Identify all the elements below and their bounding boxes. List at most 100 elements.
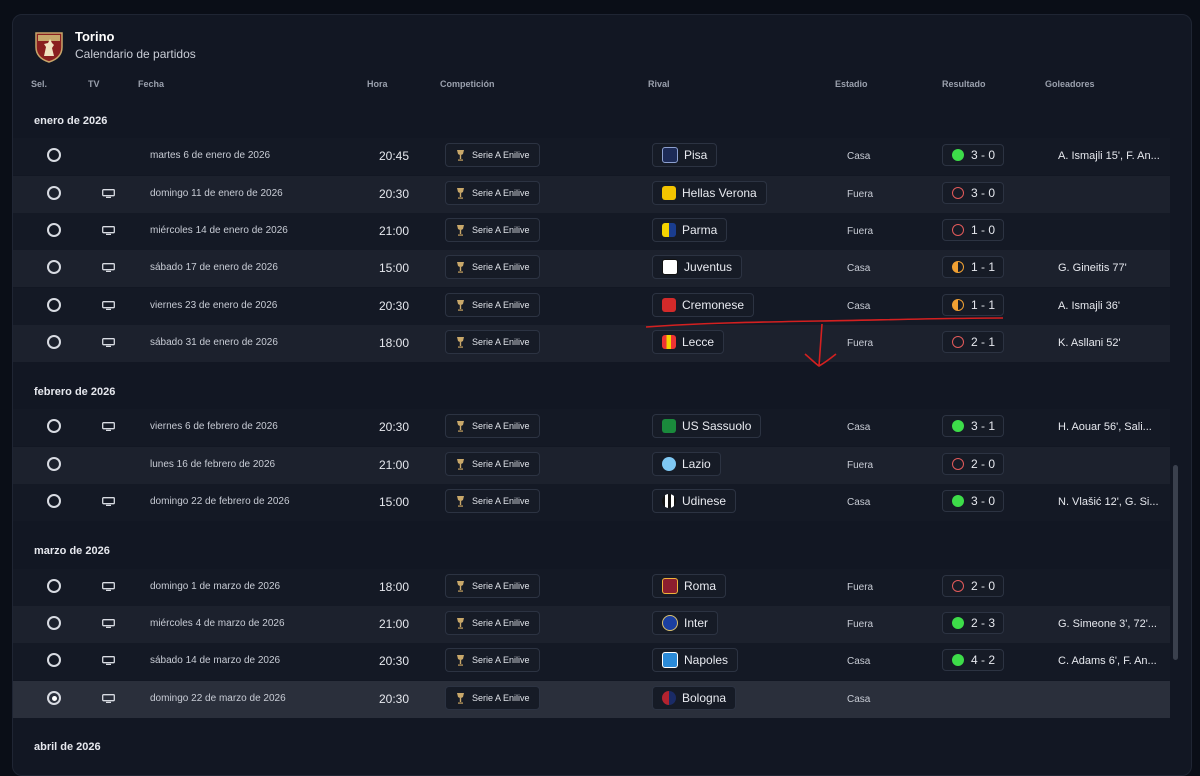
scrollbar[interactable]: [1173, 465, 1178, 660]
result-score: 3 - 1: [971, 419, 996, 433]
competition-chip[interactable]: Serie A Enilive: [445, 648, 540, 672]
match-date: domingo 1 de marzo de 2026: [150, 581, 281, 592]
result-badge[interactable]: 3 - 1: [942, 415, 1004, 437]
select-radio[interactable]: [47, 457, 61, 471]
match-row[interactable]: viernes 6 de febrero de 2026 20:30 Serie A…: [13, 409, 1170, 446]
result-badge[interactable]: 3 - 0: [942, 144, 1004, 166]
competition-chip[interactable]: Serie A Enilive: [445, 218, 540, 242]
select-radio[interactable]: [47, 148, 61, 162]
select-radio[interactable]: [47, 494, 61, 508]
rival-name: Bologna: [682, 691, 727, 705]
match-row[interactable]: lunes 16 de febrero de 2026 21:00 Serie A …: [13, 447, 1170, 484]
select-radio[interactable]: [47, 260, 61, 274]
select-radio[interactable]: [47, 223, 61, 237]
competition-chip[interactable]: Serie A Enilive: [445, 611, 540, 635]
select-radio[interactable]: [47, 616, 61, 630]
result-draw-icon: [952, 261, 964, 273]
match-row[interactable]: domingo 22 de marzo de 2026 20:30 Serie A …: [13, 681, 1170, 718]
result-draw-icon: [952, 299, 964, 311]
competition-chip[interactable]: Serie A Enilive: [445, 255, 540, 279]
select-radio[interactable]: [47, 419, 61, 433]
match-date: viernes 23 de enero de 2026: [150, 300, 278, 311]
col-competition[interactable]: Competición: [440, 79, 495, 89]
col-sel[interactable]: Sel.: [31, 79, 48, 89]
select-radio[interactable]: [47, 579, 61, 593]
col-tv[interactable]: TV: [88, 79, 100, 89]
match-date: domingo 11 de enero de 2026: [150, 188, 283, 199]
result-loss-icon: [952, 224, 964, 236]
col-venue[interactable]: Estadio: [835, 79, 868, 89]
competition-chip[interactable]: Serie A Enilive: [445, 574, 540, 598]
rival-chip[interactable]: Napoles: [652, 648, 739, 672]
competition-name: Serie A Enilive: [472, 300, 530, 310]
match-date: martes 6 de enero de 2026: [150, 150, 271, 161]
trophy-icon: [457, 149, 464, 161]
trophy-icon: [457, 187, 464, 199]
competition-chip[interactable]: Serie A Enilive: [445, 330, 540, 354]
result-badge[interactable]: 1 - 0: [942, 219, 1004, 241]
competition-name: Serie A Enilive: [472, 188, 530, 198]
match-row[interactable]: sábado 31 de enero de 2026 18:00 Serie A E…: [13, 325, 1170, 362]
competition-chip[interactable]: Serie A Enilive: [445, 489, 540, 513]
result-badge[interactable]: 2 - 0: [942, 453, 1004, 475]
select-radio[interactable]: [47, 186, 61, 200]
match-row[interactable]: viernes 23 de enero de 2026 20:30 Serie A …: [13, 288, 1170, 325]
result-badge[interactable]: 1 - 1: [942, 294, 1004, 316]
col-date[interactable]: Fecha: [138, 79, 165, 89]
result-score: 1 - 1: [971, 260, 996, 274]
result-badge[interactable]: 1 - 1: [942, 256, 1004, 278]
competition-chip[interactable]: Serie A Enilive: [445, 686, 540, 710]
bologna-crest-icon: [662, 691, 676, 705]
match-row[interactable]: miércoles 14 de enero de 2026 21:00 Serie …: [13, 213, 1170, 250]
rival-chip[interactable]: Lecce: [652, 330, 725, 354]
match-time: 21:00: [379, 224, 410, 238]
rival-name: Roma: [684, 579, 717, 593]
col-result[interactable]: Resultado: [942, 79, 986, 89]
result-badge[interactable]: 2 - 3: [942, 612, 1004, 634]
select-radio[interactable]: [47, 653, 61, 667]
rival-chip[interactable]: Parma: [652, 218, 728, 242]
trophy-icon: [457, 420, 464, 432]
result-badge[interactable]: 4 - 2: [942, 649, 1004, 671]
tv-icon: [102, 422, 115, 431]
result-badge[interactable]: 2 - 0: [942, 575, 1004, 597]
rival-chip[interactable]: US Sassuolo: [652, 414, 762, 438]
match-time: 20:30: [379, 299, 410, 313]
col-time[interactable]: Hora: [367, 79, 388, 89]
rival-chip[interactable]: Inter: [652, 611, 719, 635]
match-venue: Fuera: [847, 338, 874, 349]
competition-chip[interactable]: Serie A Enilive: [445, 293, 540, 317]
rival-chip[interactable]: Cremonese: [652, 293, 755, 317]
select-radio[interactable]: [47, 335, 61, 349]
month-section-header: febrero de 2026: [13, 376, 1178, 412]
competition-chip[interactable]: Serie A Enilive: [445, 143, 540, 167]
rival-chip[interactable]: Roma: [652, 574, 727, 598]
result-badge[interactable]: 2 - 1: [942, 331, 1004, 353]
col-rival[interactable]: Rival: [648, 79, 670, 89]
match-row[interactable]: sábado 14 de marzo de 2026 20:30 Serie A E…: [13, 643, 1170, 680]
rival-chip[interactable]: Hellas Verona: [652, 181, 767, 205]
verona-crest-icon: [662, 186, 676, 200]
match-date: sábado 31 de enero de 2026: [150, 337, 278, 348]
match-row[interactable]: miércoles 4 de marzo de 2026 21:00 Serie A…: [13, 606, 1170, 643]
match-row[interactable]: domingo 22 de febrero de 2026 15:00 Serie …: [13, 484, 1170, 521]
competition-chip[interactable]: Serie A Enilive: [445, 414, 540, 438]
col-scorers[interactable]: Goleadores: [1045, 79, 1095, 89]
match-row[interactable]: domingo 11 de enero de 2026 20:30 Serie A …: [13, 176, 1170, 213]
result-badge[interactable]: 3 - 0: [942, 182, 1004, 204]
match-row[interactable]: martes 6 de enero de 2026 20:45 Serie A En…: [13, 138, 1170, 175]
match-row[interactable]: sábado 17 de enero de 2026 15:00 Serie A E…: [13, 250, 1170, 287]
competition-chip[interactable]: Serie A Enilive: [445, 181, 540, 205]
select-radio[interactable]: [47, 298, 61, 312]
select-radio[interactable]: [47, 691, 61, 705]
tv-icon: [102, 189, 115, 198]
rival-chip[interactable]: Lazio: [652, 452, 721, 476]
result-badge[interactable]: 3 - 0: [942, 490, 1004, 512]
rival-chip[interactable]: Juventus: [652, 255, 743, 279]
match-row[interactable]: domingo 1 de marzo de 2026 18:00 Serie A E…: [13, 569, 1170, 606]
rival-chip[interactable]: Pisa: [652, 143, 718, 167]
rival-chip[interactable]: Udinese: [652, 489, 737, 513]
month-label: marzo de 2026: [34, 545, 110, 557]
competition-chip[interactable]: Serie A Enilive: [445, 452, 540, 476]
rival-chip[interactable]: Bologna: [652, 686, 737, 710]
